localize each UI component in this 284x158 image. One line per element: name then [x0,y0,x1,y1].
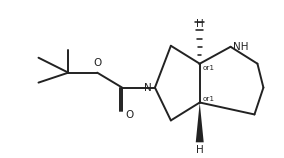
Text: H: H [196,145,204,155]
Text: N: N [144,83,152,93]
Text: O: O [93,58,101,68]
Text: or1: or1 [203,65,215,71]
Text: or1: or1 [203,95,215,101]
Text: H: H [196,19,204,29]
Text: O: O [125,110,133,120]
Text: NH: NH [233,42,248,52]
Polygon shape [196,103,204,142]
